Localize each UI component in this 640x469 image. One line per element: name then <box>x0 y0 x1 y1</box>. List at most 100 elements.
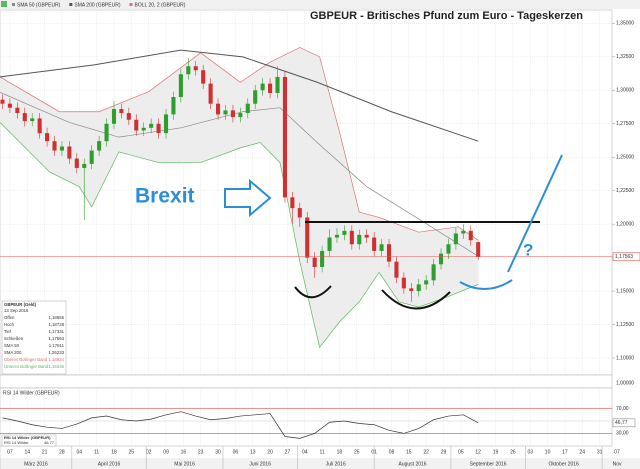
rsi-tick-label: 70,00 <box>616 406 629 412</box>
candle-body <box>186 66 191 75</box>
x-tick-label: 11 <box>94 449 99 455</box>
x-tick-label: 23 <box>198 449 204 455</box>
month-label: Juli 2016 <box>326 461 346 467</box>
info-row-label: Unteres Bollinger Band <box>4 364 49 369</box>
candle-body <box>453 233 458 245</box>
rsi-last-label: 46,77 <box>615 420 628 426</box>
month-band <box>0 458 640 469</box>
candle-body <box>372 237 377 251</box>
candle-body <box>134 119 139 131</box>
x-tick-label: 22 <box>423 449 429 455</box>
candle-body <box>431 264 436 281</box>
rsi-info-value: 46,77 <box>44 440 55 445</box>
bollinger-upper <box>0 47 479 241</box>
x-tick-label: 12 <box>475 449 481 455</box>
rsi-title: RSI 14 Wilder (GBPEUR) <box>3 390 60 396</box>
x-tick-label: 29 <box>441 449 447 455</box>
info-row-value: 1,17611 <box>49 343 65 348</box>
rsi-info-box <box>1 434 57 447</box>
x-tick-label: 07 <box>614 449 620 455</box>
symbol-icon[interactable] <box>1 1 7 7</box>
legend-label: SMA 200 (GBPEUR) <box>74 2 120 8</box>
candle-body <box>394 261 399 278</box>
candle-body <box>282 76 287 198</box>
info-row-value: 1,17563 <box>48 336 64 341</box>
month-label: September 2016 <box>470 461 507 467</box>
x-tick-label: 24 <box>579 449 585 455</box>
candle-body <box>201 70 206 84</box>
bollinger-lower <box>0 122 479 349</box>
candle-body <box>223 110 228 115</box>
candle-body <box>149 123 154 128</box>
legend-swatch <box>69 3 73 6</box>
y-tick-label: 1,25000 <box>616 155 634 161</box>
month-label: Nov <box>613 461 622 467</box>
candle-body <box>416 284 421 292</box>
x-tick-label: 07 <box>7 449 13 455</box>
x-tick-label: 15 <box>406 449 412 455</box>
x-tick-label: 02 <box>146 449 152 455</box>
month-label: Mai 2016 <box>174 461 195 467</box>
candle-body <box>245 103 250 114</box>
x-tick-label: 13 <box>250 449 256 455</box>
sma-line <box>0 91 479 257</box>
candle-body <box>424 280 429 285</box>
candle-body <box>67 146 72 159</box>
y-tick-label: 1,15000 <box>616 288 634 294</box>
candle-body <box>7 103 12 108</box>
candle-body <box>104 123 109 142</box>
info-box <box>1 300 67 375</box>
info-row-value: 1,18834 <box>48 357 64 362</box>
info-row-label: SMA 50 <box>4 343 20 348</box>
legend-swatch <box>12 3 15 6</box>
month-label: April 2016 <box>98 461 121 467</box>
candle-body <box>126 113 131 120</box>
x-tick-label: 14 <box>24 449 30 455</box>
x-tick-label: 10 <box>545 449 551 455</box>
x-tick-label: 18 <box>337 449 343 455</box>
rsi-info-title: RSI 14 Wilder (GBPEUR) <box>4 435 51 440</box>
projection-curve <box>459 279 513 290</box>
candle-body <box>193 66 198 71</box>
info-row-label: Hoch <box>4 322 15 327</box>
info-row-label: Oberes Bollinger Band <box>4 357 48 362</box>
candle-body <box>171 97 176 115</box>
sma-line <box>0 49 479 142</box>
last-price-label: 1,17563 <box>615 254 633 260</box>
candle-body <box>141 127 146 131</box>
candle-body <box>215 103 221 115</box>
info-row-label: Tief <box>4 329 12 334</box>
candle-body <box>0 99 5 104</box>
info-row-value: 1,15536 <box>48 364 64 369</box>
candle-body <box>364 234 369 238</box>
candle-body <box>22 113 27 122</box>
y-tick-label: 1,10000 <box>616 355 634 361</box>
toolbar <box>0 0 640 9</box>
candle-body <box>438 253 444 265</box>
candle-body <box>253 90 258 104</box>
rsi-tick-label: 30,00 <box>616 431 629 437</box>
shoulder-curve <box>294 285 332 299</box>
candle-body <box>30 118 35 122</box>
candle-body <box>74 158 79 168</box>
candle-body <box>178 74 183 97</box>
candle-body <box>37 118 42 134</box>
x-tick-label: 17 <box>562 449 568 455</box>
rsi-info-name: RSI 14 Wilder <box>4 440 29 445</box>
candle-body <box>230 110 235 118</box>
candle-body <box>15 107 20 114</box>
rsi-pane <box>0 387 613 447</box>
legend-label: BOLL 20, 2 (GBPEUR) <box>135 2 186 8</box>
x-tick-label: 27 <box>285 449 291 455</box>
x-tick-label: 11 <box>320 449 325 455</box>
candle-body <box>163 114 169 134</box>
x-tick-label: 19 <box>493 449 499 455</box>
info-row-label: Schließen <box>4 336 24 341</box>
rsi-line <box>2 411 479 439</box>
y-tick-label: 1,35000 <box>616 21 634 27</box>
candle-body <box>334 234 340 238</box>
info-row-value: 1,26233 <box>48 350 64 355</box>
info-row-value: 1,18655 <box>48 315 64 320</box>
